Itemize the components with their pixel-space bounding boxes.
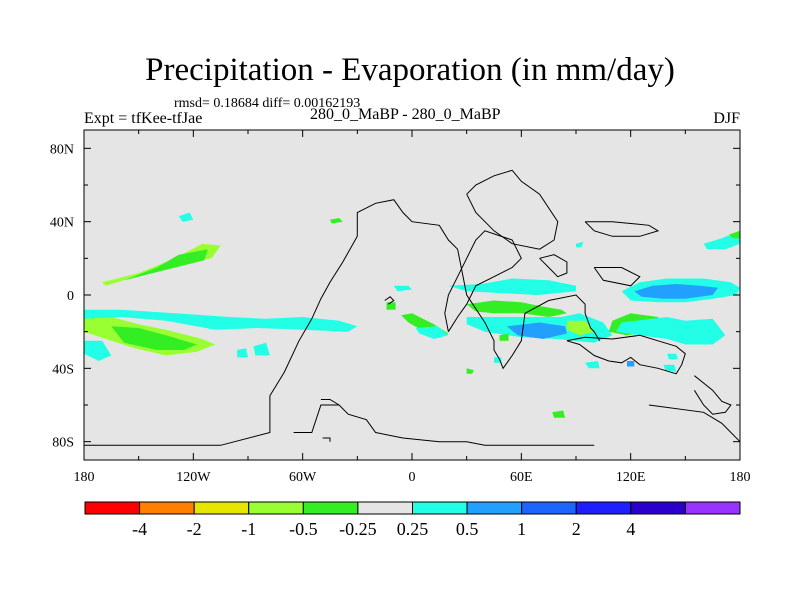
- coastline: [593, 267, 641, 287]
- anomaly-region: [552, 410, 566, 418]
- y-tick-label: 80N: [50, 142, 74, 157]
- coastline: [584, 221, 660, 237]
- anomaly-region: [585, 361, 600, 369]
- stats-label: rmsd= 0.18684 diff= 0.00162193: [174, 96, 361, 111]
- colorbar-label: 2: [572, 519, 581, 539]
- anomaly-region: [576, 241, 584, 248]
- coastline: [322, 437, 331, 442]
- colorbar-label: -2: [187, 519, 202, 539]
- x-tick-label: 120E: [616, 470, 646, 485]
- x-tick-label: 180: [74, 470, 95, 485]
- x-tick-label: 120W: [176, 470, 211, 485]
- anomaly-region: [663, 364, 677, 372]
- y-tick-label: 40S: [52, 362, 74, 377]
- anomaly-region: [84, 309, 358, 332]
- colorbar-swatch: [630, 501, 686, 515]
- colorbar: -4 -2 -1 -0.5 -0.25 0.25 0.5 1 2 4: [84, 501, 741, 539]
- y-tick-label: 80S: [52, 436, 74, 451]
- anomaly-region: [330, 218, 343, 224]
- anomaly-region: [111, 326, 197, 350]
- anomaly-region: [253, 342, 270, 356]
- coastline: [539, 254, 568, 278]
- x-tick-label: 0: [409, 470, 416, 485]
- anomaly-region: [415, 326, 449, 339]
- axis-ticks: 180 120W 60W 0 60E 120E 180 80N 40N 0 40S 80S: [50, 130, 751, 485]
- colorbar-swatch: [575, 501, 632, 515]
- coastline: [566, 334, 686, 375]
- colorbar-label: -4: [132, 519, 147, 539]
- anomaly-region: [634, 284, 719, 299]
- colorbar-swatch: [248, 501, 304, 515]
- colorbar-swatch: [521, 501, 577, 515]
- coastline: [693, 375, 732, 415]
- anomaly-regions: [84, 212, 740, 418]
- anomaly-region: [237, 348, 248, 358]
- colorbar-swatch: [139, 501, 195, 515]
- coastlines: [84, 169, 741, 446]
- colorbar-label: 1: [517, 519, 526, 539]
- colorbar-label: 0.5: [456, 519, 479, 539]
- anomaly-region: [729, 230, 740, 239]
- colorbar-label: 4: [626, 519, 635, 539]
- anomaly-region: [124, 249, 208, 281]
- y-tick-label: 40N: [50, 216, 74, 231]
- season-label: DJF: [713, 110, 740, 127]
- x-tick-label: 180: [730, 470, 751, 485]
- anomaly-region: [499, 333, 509, 341]
- coastline: [320, 399, 340, 406]
- runs-label: 280_0_MaBP - 280_0_MaBP: [310, 106, 501, 123]
- anomaly-region: [466, 368, 474, 374]
- colorbar-swatch: [412, 501, 468, 515]
- colorbar-swatch: [357, 501, 413, 515]
- anomaly-region: [667, 353, 678, 360]
- y-tick-label: 0: [67, 289, 74, 304]
- colorbar-label: -1: [241, 519, 256, 539]
- coastline: [384, 296, 395, 305]
- coastline: [648, 404, 741, 443]
- anomaly-region: [627, 361, 635, 367]
- x-tick-label: 60W: [289, 470, 317, 485]
- anomaly-region: [466, 300, 567, 317]
- colorbar-swatch: [684, 501, 741, 515]
- x-tick-label: 60E: [510, 470, 533, 485]
- anomaly-region: [393, 285, 412, 292]
- coastline: [84, 199, 601, 446]
- colorbar-label: 0.25: [397, 519, 429, 539]
- anomaly-region: [448, 278, 576, 295]
- chart-title: Precipitation - Evaporation (in mm/day): [145, 52, 675, 88]
- anomaly-region: [84, 340, 112, 361]
- anomaly-region: [178, 212, 194, 222]
- colorbar-label: -0.25: [339, 519, 377, 539]
- coastline: [466, 169, 559, 250]
- coastline: [293, 404, 595, 446]
- colorbar-label: -0.5: [289, 519, 318, 539]
- colorbar-swatch: [193, 501, 250, 515]
- colorbar-swatch: [302, 501, 359, 515]
- coastline: [444, 230, 522, 332]
- anomaly-region: [616, 317, 726, 345]
- anomaly-region: [566, 320, 595, 336]
- colorbar-swatch: [466, 501, 523, 515]
- experiment-label: Expt = tfKee-tfJae: [84, 110, 203, 127]
- anomaly-region: [386, 302, 396, 310]
- colorbar-swatch: [84, 501, 141, 515]
